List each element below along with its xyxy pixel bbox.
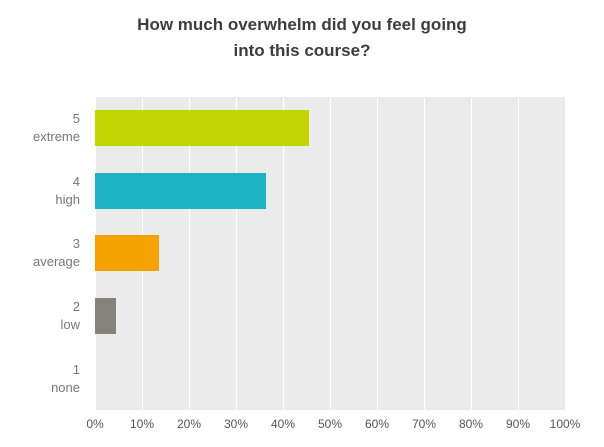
bar-row-extreme (95, 97, 565, 160)
y-label-value: 2 (72, 299, 80, 315)
x-tick-80: 80% (458, 417, 484, 431)
y-axis-labels: 5 extreme 4 high 3 average 2 low 1 none (0, 97, 88, 410)
y-label-text: none (51, 379, 80, 395)
y-label-high: 4 high (0, 160, 88, 223)
plot-area (95, 97, 566, 410)
y-label-none: 1 none (0, 347, 88, 410)
x-tick-70: 70% (411, 417, 437, 431)
x-tick-60: 60% (364, 417, 390, 431)
bar-extreme (95, 110, 309, 147)
bar-low (95, 298, 117, 335)
x-tick-0: 0% (86, 417, 104, 431)
x-tick-10: 10% (129, 417, 155, 431)
bar-row-none (95, 347, 565, 410)
y-label-average: 3 average (0, 222, 88, 285)
chart-title-line2: into this course? (233, 40, 371, 60)
y-label-extreme: 5 extreme (0, 97, 88, 160)
bar-high (95, 172, 267, 209)
y-label-value: 4 (72, 173, 80, 189)
x-tick-100: 100% (549, 417, 581, 431)
y-label-text: low (60, 317, 80, 333)
bar-average (95, 235, 159, 272)
bar-row-high (95, 160, 565, 223)
y-label-text: extreme (33, 129, 80, 145)
y-label-value: 1 (72, 361, 80, 377)
chart-title-line1: How much overwhelm did you feel going (137, 15, 467, 34)
x-tick-20: 20% (176, 417, 202, 431)
y-label-text: average (33, 254, 80, 270)
y-label-value: 3 (72, 236, 80, 252)
chart-title: How much overwhelm did you feel going in… (0, 12, 604, 63)
x-axis-labels: 0% 10% 20% 30% 40% 50% 60% 70% 80% 90% 1… (86, 417, 580, 437)
bar-row-low (95, 285, 565, 348)
bar-row-average (95, 222, 565, 285)
y-label-text: high (55, 191, 80, 207)
x-tick-40: 40% (270, 417, 296, 431)
y-label-value: 5 (72, 111, 80, 127)
y-label-low: 2 low (0, 285, 88, 348)
x-tick-50: 50% (317, 417, 343, 431)
x-tick-30: 30% (223, 417, 249, 431)
x-tick-90: 90% (505, 417, 531, 431)
